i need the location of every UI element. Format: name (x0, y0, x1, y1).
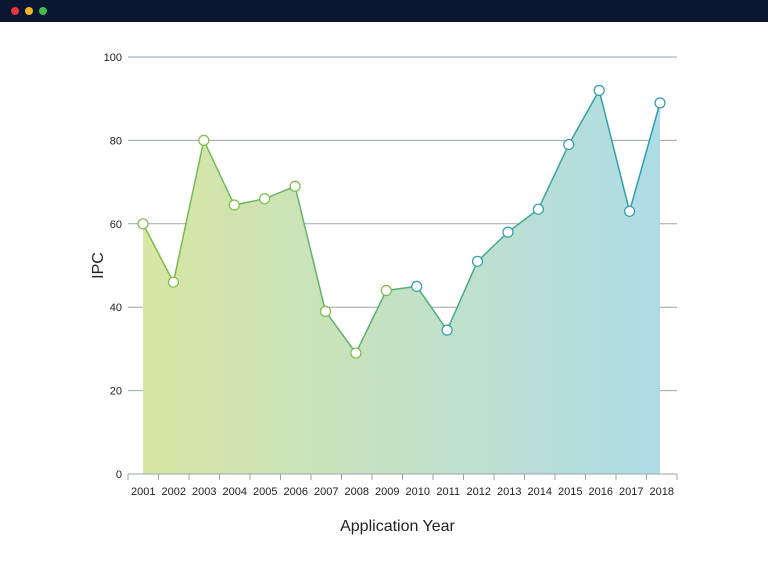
y-tick-label: 40 (110, 302, 122, 314)
data-point[interactable] (138, 219, 148, 229)
x-axis-ticks: 2001 2002 2003 2004 2005 2006 2007 2008 2009 2010… (131, 486, 674, 498)
x-tick-label: 2010 (406, 486, 430, 498)
data-point[interactable] (351, 348, 361, 358)
y-tick-label: 80 (110, 135, 122, 147)
x-tick-label: 2007 (314, 486, 338, 498)
x-tick-label: 2015 (558, 486, 582, 498)
data-point[interactable] (442, 325, 452, 335)
data-point[interactable] (533, 204, 543, 214)
data-point[interactable] (412, 281, 422, 291)
x-tick-label: 2012 (467, 486, 491, 498)
x-tick-label: 2006 (284, 486, 308, 498)
x-tick-label: 2017 (619, 486, 643, 498)
data-point[interactable] (320, 306, 330, 316)
data-point[interactable] (564, 140, 574, 150)
y-tick-label: 100 (104, 52, 122, 64)
x-tick-label: 2016 (589, 486, 613, 498)
y-axis-title: IPC (90, 252, 107, 279)
y-tick-label: 0 (116, 469, 122, 481)
x-tick-label: 2011 (436, 486, 460, 498)
data-point[interactable] (503, 227, 513, 237)
area-fill (143, 90, 660, 474)
area-shape (143, 90, 660, 474)
x-tick-label: 2001 (131, 486, 155, 498)
data-point[interactable] (290, 181, 300, 191)
x-tick-label: 2003 (192, 486, 216, 498)
data-point[interactable] (199, 135, 209, 145)
x-tick-label: 2009 (375, 486, 399, 498)
window-titlebar (0, 0, 768, 22)
data-point[interactable] (655, 98, 665, 108)
data-point[interactable] (168, 277, 178, 287)
x-tick-label: 2002 (162, 486, 186, 498)
x-axis-title: Application Year (340, 518, 455, 535)
data-point[interactable] (260, 194, 270, 204)
close-dot-icon[interactable] (11, 7, 19, 15)
data-point[interactable] (594, 85, 604, 95)
x-axis (128, 474, 677, 480)
data-point[interactable] (473, 256, 483, 266)
y-tick-label: 20 (110, 386, 122, 398)
x-tick-label: 2014 (528, 486, 552, 498)
data-point[interactable] (229, 200, 239, 210)
chart-container: 020406080100 200120022003200420052006200… (0, 22, 768, 562)
maximize-dot-icon[interactable] (39, 7, 47, 15)
x-tick-label: 2008 (345, 486, 369, 498)
minimize-dot-icon[interactable] (25, 7, 33, 15)
x-tick-label: 2005 (253, 486, 277, 498)
y-tick-label: 60 (110, 219, 122, 231)
x-tick-label: 2013 (497, 486, 521, 498)
x-tick-label: 2018 (650, 486, 674, 498)
data-point[interactable] (381, 286, 391, 296)
area-chart: 020406080100 200120022003200420052006200… (0, 22, 768, 562)
data-point[interactable] (625, 206, 635, 216)
x-tick-label: 2004 (223, 486, 247, 498)
